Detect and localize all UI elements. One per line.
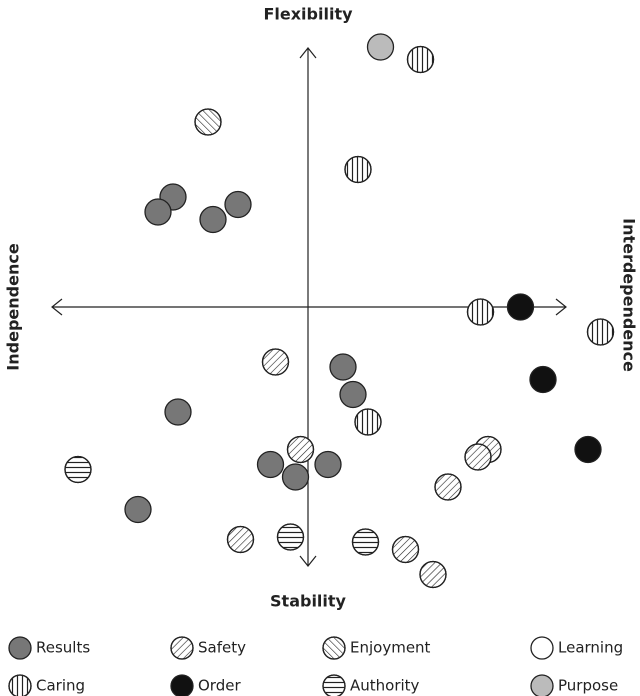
legend-label: Safety [198,639,246,657]
marker-hatch [226,525,255,554]
marker-hatch [322,636,346,660]
arrow-right [555,298,567,316]
point [339,380,367,409]
point [164,398,192,426]
marker-hatch [286,435,315,464]
marker-hatch [322,674,346,696]
point [144,198,172,226]
left-label: Independence [4,243,23,371]
point [506,293,535,321]
marker-hatch [276,523,305,551]
point [224,190,252,219]
legend-marker [530,636,554,660]
marker-hatch [586,318,615,346]
point [574,435,602,464]
right-label: Interdependence [620,218,639,372]
arrow-left [51,298,63,316]
point [314,450,342,479]
marker-hatch [351,528,380,556]
marker-hatch [194,108,222,136]
marker-hatch [344,155,372,184]
point [329,353,357,381]
point [366,33,395,61]
marker-hatch [466,298,495,326]
arrow-up [299,47,317,59]
legend-marker [170,674,194,696]
marker-hatch [8,674,32,696]
legend-label: Purpose [558,677,618,695]
legend-label: Enjoyment [350,639,431,657]
marker-hatch [64,455,92,484]
marker-hatch [261,348,290,376]
legend-marker [530,674,554,696]
legend-label: Caring [36,677,85,695]
marker-hatch [419,560,447,589]
arrow-down [299,555,317,567]
top-label: Flexibility [263,5,353,24]
legend-label: Results [36,639,90,657]
legend-label: Learning [558,639,623,657]
legend-label: Order [198,677,241,695]
point [281,463,310,491]
marker-hatch [464,443,492,471]
point [256,450,285,479]
marker-hatch [434,473,462,501]
marker-hatch [354,408,382,436]
marker-hatch [170,636,194,660]
marker-hatch [406,45,435,74]
point [529,365,557,394]
point [199,205,227,234]
legend-marker [8,636,32,660]
marker-hatch [391,535,420,564]
bottom-label: Stability [270,592,347,611]
legend-label: Authority [350,677,420,695]
point [124,495,152,524]
